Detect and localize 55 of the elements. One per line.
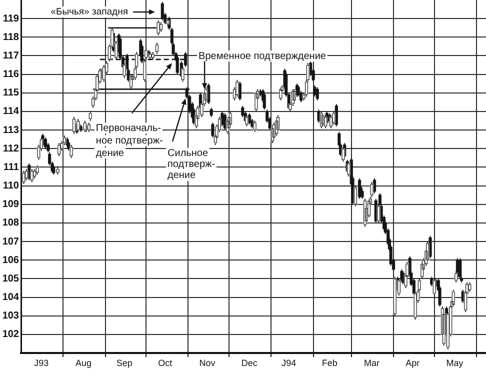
y-tick-label: 104: [2, 292, 20, 304]
y-tick-label: 111: [3, 162, 20, 173]
candlestick: [316, 86, 319, 101]
x-tick-label: Sep: [116, 358, 132, 368]
y-tick-label: 106: [2, 254, 20, 266]
annotation: Первоначаль- ное подтверж- дение: [96, 122, 163, 159]
candlestick: [32, 168, 36, 179]
candlestick: [102, 64, 106, 82]
candlestick: [72, 116, 76, 134]
candlestick: [69, 144, 74, 158]
x-tick-label: Nov: [199, 358, 216, 368]
y-tick-label: 118: [2, 32, 20, 43]
candlestick: [159, 22, 163, 32]
candlestick: [468, 282, 472, 292]
y-tick-label: 112: [2, 143, 20, 154]
candlestick: [241, 105, 244, 118]
y-tick-label: 119: [2, 13, 20, 24]
candlestick: [88, 110, 92, 122]
candlestick: [313, 84, 316, 98]
candlestick: [44, 136, 48, 150]
candlestick: [57, 142, 61, 157]
x-tick-label: Feb: [322, 358, 338, 368]
x-tick-label: J94: [282, 358, 296, 368]
candlestick: [87, 122, 91, 132]
candlestick: [428, 235, 432, 259]
annotation: «Бычья» западня: [50, 6, 128, 18]
candlestick: [35, 164, 40, 176]
y-tick-label: 113: [2, 124, 20, 136]
candlestick: [210, 107, 213, 118]
x-tick-label: Dec: [241, 358, 258, 368]
y-tick-label: 116: [2, 69, 20, 80]
y-tick-label: 103: [2, 310, 20, 322]
y-tick-label: 115: [2, 88, 20, 99]
x-tick-label: Apr: [406, 358, 420, 368]
y-tick-label: 107: [2, 236, 20, 248]
annotation: Временное подтверждение: [198, 50, 326, 62]
y-tick-label: 102: [2, 329, 20, 340]
y-tick-label: 117: [2, 50, 20, 62]
candlestick: [235, 79, 240, 98]
y-tick-label: 109: [2, 199, 20, 210]
x-tick-label: Aug: [76, 358, 92, 368]
x-tick-label: Oct: [158, 358, 173, 368]
y-tick-label: 105: [2, 273, 20, 284]
y-tick-label: 110: [2, 180, 20, 192]
x-tick-label: Mar: [364, 358, 380, 368]
candlestick: [393, 276, 397, 316]
x-tick-label: J93: [34, 358, 49, 368]
candlestick: [334, 104, 338, 127]
candlestick: [442, 312, 446, 346]
y-tick-label: 108: [2, 218, 20, 229]
candlestick: [160, 1, 164, 21]
y-tick-label: 114: [2, 106, 20, 118]
candlestick: [253, 120, 257, 132]
annotation: Сильное подтверж- дение: [168, 148, 216, 182]
x-tick-label: May: [446, 358, 464, 368]
